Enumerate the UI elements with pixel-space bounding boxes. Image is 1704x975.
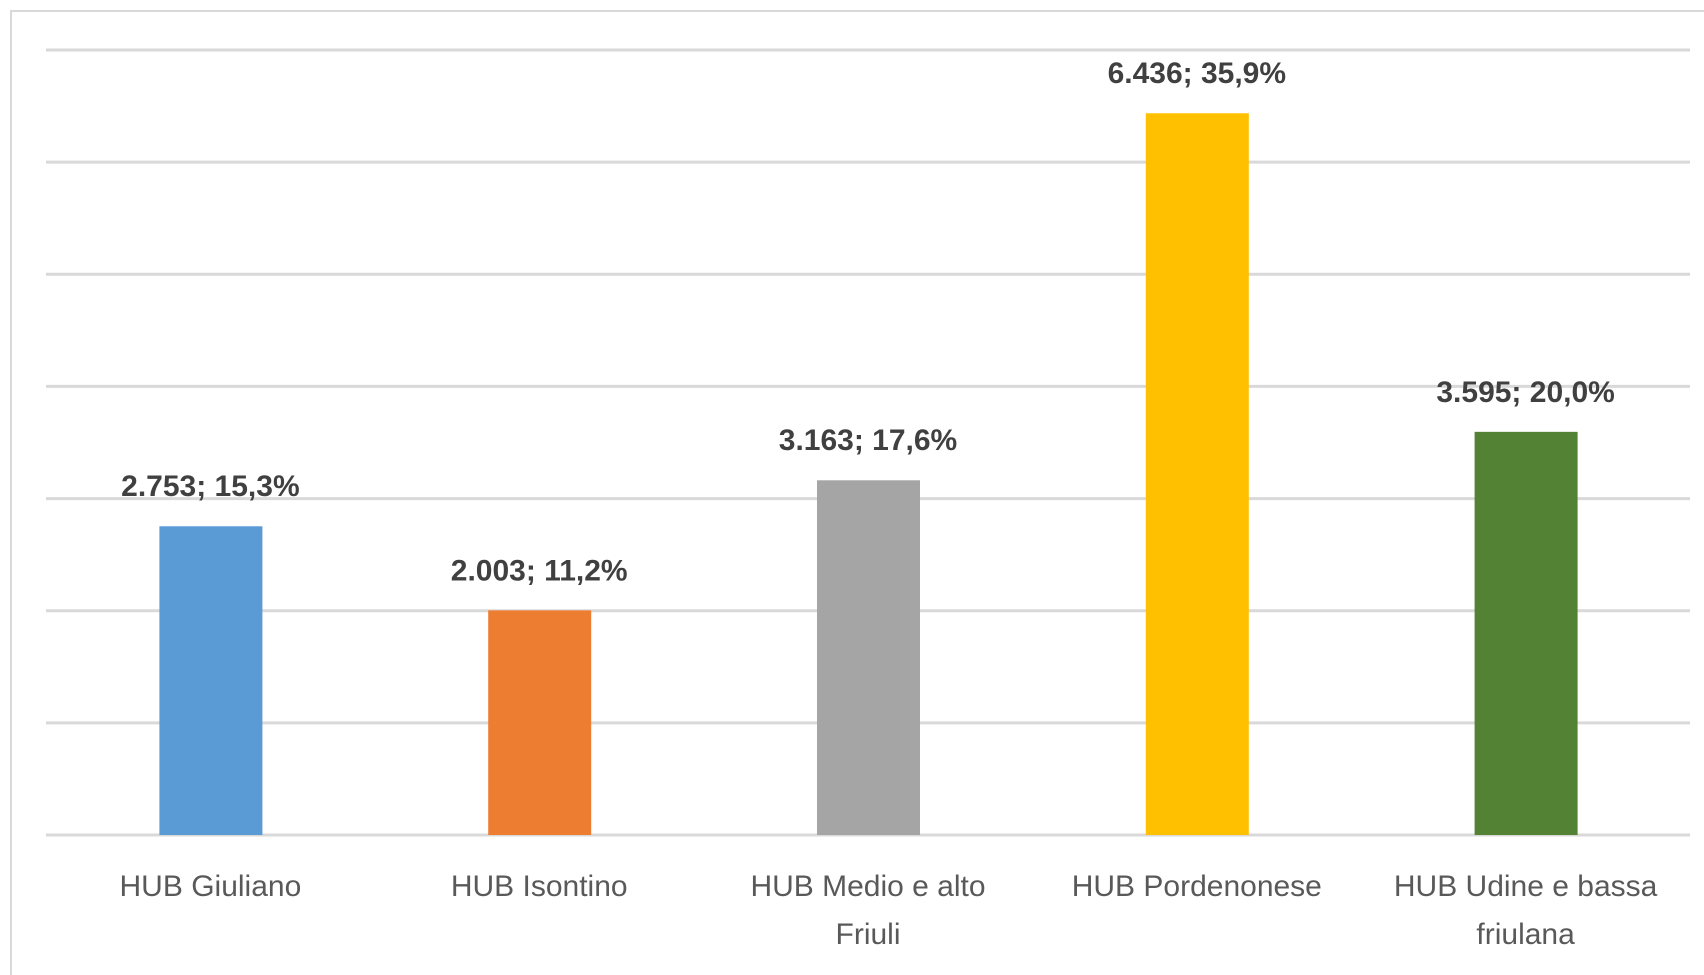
- chart-frame: [10, 10, 1704, 975]
- x-tick-label-box: HUB Giuliano: [119, 870, 302, 903]
- data-label: 2.003; 11,2%: [451, 554, 628, 587]
- x-tick-label: HUB Medio e alto Friuli: [750, 870, 986, 951]
- bar: [1474, 431, 1578, 835]
- data-label: 2.753; 15,3%: [121, 470, 299, 503]
- x-tick-label: HUB Giuliano: [119, 870, 302, 903]
- x-tick-label-box: HUB Isontino: [450, 870, 628, 903]
- bar: [488, 610, 592, 835]
- x-tick-label-box: HUB Udine e bassa friulana: [1393, 870, 1658, 951]
- bar: [159, 526, 263, 835]
- bar: [1145, 113, 1249, 835]
- x-tick-label: HUB Udine e bassa friulana: [1393, 870, 1658, 951]
- x-tick-label: HUB Isontino: [450, 870, 628, 903]
- x-tick-label: HUB Pordenonese: [1071, 870, 1322, 903]
- data-label: 3.163; 17,6%: [779, 424, 957, 457]
- data-label: 6.436; 35,9%: [1108, 57, 1286, 90]
- bar: [817, 480, 920, 835]
- data-label: 3.595; 20,0%: [1436, 376, 1614, 409]
- x-tick-label-box: HUB Pordenonese: [1071, 870, 1322, 903]
- x-tick-label-box: HUB Medio e alto Friuli: [750, 870, 986, 951]
